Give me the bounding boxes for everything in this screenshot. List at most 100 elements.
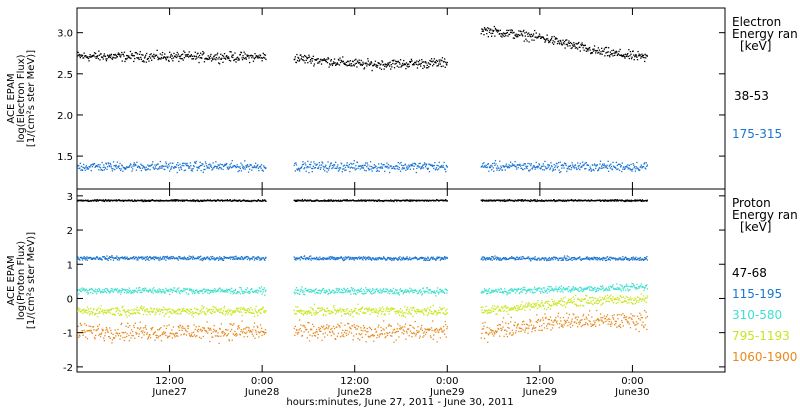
- data-point: [210, 312, 212, 314]
- data-point: [374, 63, 376, 66]
- data-point: [78, 258, 80, 260]
- data-point: [195, 55, 197, 57]
- legend-entry: 175-315: [732, 127, 782, 141]
- data-point: [570, 168, 572, 171]
- data-point: [494, 35, 496, 37]
- data-point: [630, 199, 633, 201]
- data-point: [353, 65, 355, 67]
- data-point: [556, 163, 558, 165]
- data-point: [382, 257, 384, 259]
- data-point: [582, 288, 584, 290]
- data-point: [573, 167, 575, 169]
- data-point: [601, 288, 603, 290]
- data-point: [319, 61, 321, 63]
- data-point: [155, 54, 158, 56]
- data-point: [432, 291, 434, 293]
- data-point: [312, 290, 314, 292]
- data-point: [147, 258, 149, 260]
- data-point: [232, 258, 234, 260]
- data-point: [91, 164, 93, 166]
- data-point: [561, 257, 563, 259]
- data-point: [242, 55, 244, 57]
- data-point: [98, 287, 100, 290]
- data-point: [635, 168, 637, 170]
- data-point: [435, 290, 438, 293]
- data-point: [105, 199, 107, 201]
- data-point: [405, 167, 408, 169]
- data-point: [399, 63, 401, 65]
- data-point: [638, 285, 640, 288]
- data-point: [548, 164, 550, 166]
- data-point: [374, 257, 377, 259]
- data-point: [485, 166, 487, 168]
- data-point: [445, 164, 447, 167]
- data-point: [481, 30, 483, 32]
- data-point: [617, 168, 619, 170]
- data-point: [426, 163, 428, 165]
- data-point: [306, 57, 308, 60]
- data-point: [327, 169, 330, 171]
- data-point: [231, 200, 233, 202]
- data-point: [484, 258, 486, 260]
- data-point: [229, 199, 232, 201]
- data-point: [157, 256, 159, 259]
- data-point: [246, 164, 248, 167]
- data-point: [402, 259, 404, 261]
- data-point: [615, 50, 617, 52]
- data-point: [573, 44, 575, 46]
- data-point: [162, 57, 164, 59]
- data-point: [644, 53, 646, 55]
- data-point: [100, 53, 102, 55]
- data-point: [179, 293, 181, 295]
- y-tick-label: -1: [63, 329, 73, 340]
- data-point: [172, 162, 174, 164]
- data-point: [310, 161, 312, 163]
- data-point: [430, 256, 433, 258]
- data-point: [229, 256, 231, 258]
- data-point: [180, 54, 183, 56]
- data-point: [645, 257, 647, 259]
- data-point: [575, 47, 578, 49]
- data-point: [106, 200, 108, 202]
- data-point: [368, 168, 371, 170]
- data-point: [223, 164, 226, 166]
- data-point: [431, 164, 433, 166]
- data-point: [127, 55, 129, 57]
- data-point: [111, 255, 113, 257]
- data-point: [635, 256, 637, 258]
- data-point: [209, 289, 211, 292]
- data-point: [586, 47, 588, 50]
- data-point: [423, 292, 426, 294]
- data-point: [547, 38, 549, 40]
- data-point: [190, 288, 192, 290]
- data-point: [588, 257, 590, 259]
- data-point: [407, 167, 409, 169]
- data-point: [592, 50, 595, 52]
- data-point: [411, 200, 413, 202]
- data-point: [577, 165, 579, 167]
- data-point: [105, 292, 108, 294]
- data-point: [235, 257, 238, 259]
- data-point: [433, 164, 435, 167]
- data-point: [351, 290, 354, 292]
- data-point: [166, 309, 169, 311]
- data-point: [250, 164, 252, 166]
- data-point: [297, 56, 299, 59]
- data-point: [386, 63, 388, 66]
- data-point: [108, 311, 110, 313]
- data-point: [338, 169, 341, 171]
- data-point: [421, 293, 423, 295]
- data-point: [109, 165, 111, 168]
- data-point: [330, 59, 332, 61]
- data-point: [167, 311, 169, 313]
- data-point: [628, 200, 630, 202]
- y-tick-label: 2.0: [57, 111, 73, 122]
- data-point: [315, 257, 317, 260]
- data-point: [571, 199, 573, 201]
- data-point: [118, 167, 121, 170]
- data-point: [392, 287, 395, 290]
- data-point: [627, 55, 629, 58]
- data-point: [510, 31, 512, 34]
- data-point: [498, 259, 500, 261]
- data-point: [140, 169, 142, 172]
